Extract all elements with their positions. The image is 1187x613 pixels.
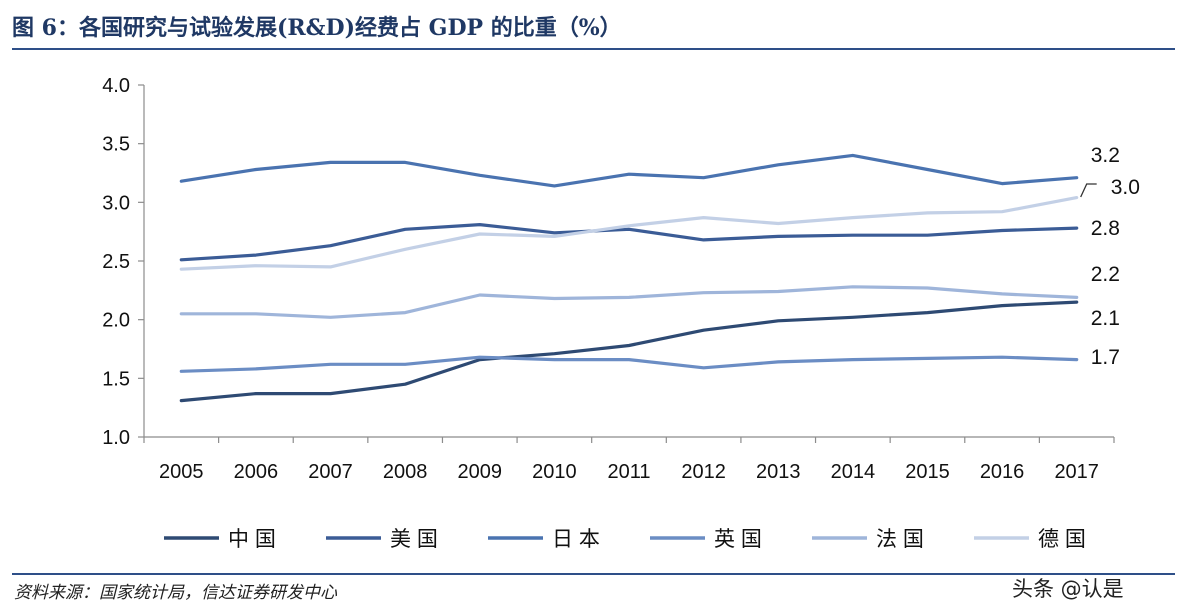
x-tick-label: 2007 — [308, 461, 353, 483]
y-tick-label: 4.0 — [102, 75, 130, 97]
series-line — [179, 300, 1079, 403]
x-tick-label: 2009 — [458, 461, 503, 483]
end-value-label: 3.2 — [1091, 144, 1120, 167]
end-value-label: 1.7 — [1091, 346, 1120, 369]
line-chart: 1.01.52.02.53.03.54.0 2005 2006 2007 2008 20… — [102, 75, 1140, 551]
legend: 中 国美 国日 本英 国法 国德 国 — [164, 528, 1086, 551]
y-tick-label: 2.5 — [102, 251, 130, 273]
end-value-label: 3.0 — [1111, 176, 1140, 199]
legend-label: 中 国 — [228, 528, 276, 551]
watermark-text: 头条 @认是 — [1012, 577, 1124, 601]
legend-label: 德 国 — [1038, 528, 1086, 551]
x-tick-label: 2006 — [234, 461, 279, 483]
footer-divider — [12, 573, 1175, 575]
source-note: 资料来源：国家统计局，信达证券研发中心 — [14, 583, 337, 603]
series-line — [179, 285, 1079, 319]
x-tick-label: 2016 — [980, 461, 1025, 483]
y-tick-label: 1.0 — [102, 427, 130, 449]
x-tick-label: 2014 — [831, 461, 876, 483]
end-value-label: 2.1 — [1091, 307, 1120, 330]
label-leader-line — [1080, 183, 1097, 198]
legend-label: 法 国 — [876, 528, 924, 551]
y-tick-label: 3.0 — [102, 192, 130, 214]
x-tick-label: 2012 — [681, 461, 726, 483]
x-tick-label: 2013 — [756, 461, 801, 483]
legend-label: 英 国 — [714, 528, 762, 551]
y-axis-ticks: 1.0 1.5 2.0 2.5 3.0 3.5 4.0 — [102, 75, 144, 449]
x-tick-label: 2008 — [383, 461, 428, 483]
x-tick-label: 2005 — [159, 461, 204, 483]
end-value-label: 2.2 — [1091, 263, 1120, 286]
legend-label: 日 本 — [552, 528, 600, 551]
x-tick-label: 2010 — [532, 461, 577, 483]
x-tick-label: 2017 — [1054, 461, 1099, 483]
series-line — [179, 355, 1079, 373]
series-lines — [179, 153, 1079, 403]
chart-axes — [143, 85, 1114, 438]
end-value-label: 2.8 — [1091, 217, 1120, 240]
x-tick-label: 2015 — [905, 461, 950, 483]
y-tick-label: 1.5 — [102, 368, 130, 390]
y-tick-label: 2.0 — [102, 310, 130, 332]
chart-title: 图 6：各国研究与试验发展(R&D)经费占 GDP 的比重（%） — [12, 15, 622, 41]
end-value-labels: 2.1 2.8 3.2 1.7 2.2 3.0 — [1080, 144, 1140, 369]
y-tick-label: 3.5 — [102, 134, 130, 156]
series-line — [179, 196, 1079, 271]
legend-label: 美 国 — [390, 528, 438, 551]
series-line — [179, 153, 1079, 188]
x-tick-label: 2011 — [607, 461, 650, 483]
x-axis-ticks: 2005 2006 2007 2008 2009 2010 2011 2012 2013 2014… — [143, 437, 1115, 483]
series-line — [179, 223, 1079, 262]
title-divider — [12, 48, 1175, 50]
